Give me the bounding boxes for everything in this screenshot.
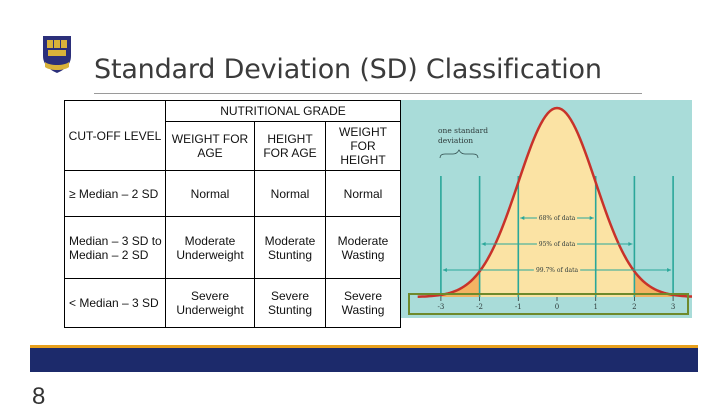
normal-distribution-figure: one standard deviation 68% of data 95% of… <box>401 100 692 318</box>
range-label: 68% of data <box>539 215 576 222</box>
cutoff-level-header: CUT-OFF LEVEL <box>64 100 166 171</box>
axis-tick-label: 0 <box>555 303 559 311</box>
sd-classification-table: CUT-OFF LEVEL NUTRITIONAL GRADE WEIGHT F… <box>64 100 402 328</box>
bell-curve <box>417 106 692 298</box>
footer-navy-band <box>30 348 698 372</box>
grade-cell: Normal <box>165 170 255 217</box>
grade-cell: Severe Underweight <box>165 278 255 328</box>
grade-cell: Normal <box>254 170 326 217</box>
table-row: ≥ Median – 2 SD Normal Normal Normal <box>64 170 402 217</box>
bracket <box>439 149 479 159</box>
arrowhead <box>520 216 525 220</box>
axis-tick-label: -3 <box>437 303 444 311</box>
axis-tick-label: 1 <box>593 303 597 311</box>
range-arrows: 68% of data 95% of data 99.7% of data <box>442 215 672 274</box>
slide-title: Standard Deviation (SD) Classification <box>94 54 602 85</box>
nutritional-grade-header: NUTRITIONAL GRADE <box>164 100 402 122</box>
axis-tick-label: -1 <box>515 303 522 311</box>
sd-lines <box>440 176 674 297</box>
table-row: Median – 3 SD to Median – 2 SD Moderate … <box>64 216 402 279</box>
range-label: 95% of data <box>539 241 576 248</box>
cutoff-level-cell: < Median – 3 SD <box>64 278 166 328</box>
cutoff-level-cell: Median – 3 SD to Median – 2 SD <box>64 216 166 279</box>
grade-cell: Severe Stunting <box>254 278 326 328</box>
grade-cell: Moderate Underweight <box>165 216 255 279</box>
arrowhead <box>481 242 486 246</box>
axis-tick-label: 3 <box>671 303 675 311</box>
axis-tick-label: 2 <box>632 303 636 311</box>
footer-gold-band <box>30 345 698 348</box>
arrowhead <box>628 242 633 246</box>
axis-box <box>408 293 689 315</box>
column-header-weight-for-age: WEIGHT FOR AGE <box>165 121 255 171</box>
grade-cell: Moderate Stunting <box>254 216 326 279</box>
bracket-label-line-2: deviation <box>438 136 473 145</box>
cutoff-level-cell: ≥ Median – 2 SD <box>64 170 166 217</box>
axis-tick-label: -2 <box>476 303 483 311</box>
title-divider <box>94 93 642 94</box>
grade-cell: Severe Wasting <box>324 278 402 328</box>
grade-cell: Moderate Wasting <box>324 216 402 279</box>
arrowhead <box>667 268 672 272</box>
range-label: 99.7% of data <box>536 267 579 274</box>
arrowhead <box>589 216 594 220</box>
arrowhead <box>442 268 447 272</box>
grade-cell: Normal <box>324 170 402 217</box>
column-header-weight-for-height: WEIGHT FOR HEIGHT <box>324 121 402 171</box>
table-row: < Median – 3 SD Severe Underweight Sever… <box>64 278 402 328</box>
column-header-height-for-age: HEIGHT FOR AGE <box>254 121 326 171</box>
bracket-label-line-1: one standard <box>438 126 488 135</box>
axis-ticks: -3 -2 -1 0 1 2 3 <box>437 297 675 311</box>
university-crest-logo <box>43 36 71 73</box>
page-number: 8 <box>32 383 46 410</box>
